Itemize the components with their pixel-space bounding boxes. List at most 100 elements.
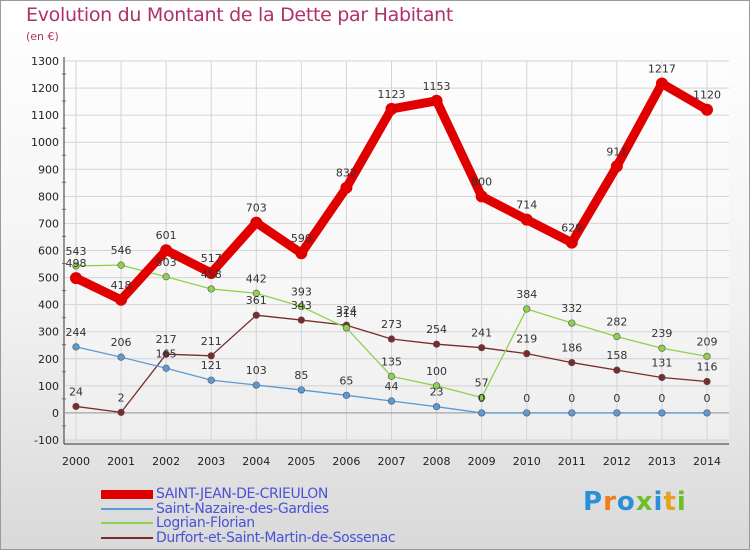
series-0-label-9: 800 — [471, 175, 492, 188]
series-1-point-12 — [613, 409, 621, 417]
series-0-point-11 — [565, 236, 578, 249]
x-tick-label-6: 2006 — [332, 455, 360, 468]
series-2-point-4 — [252, 289, 260, 297]
y-tick-label-10: 900 — [38, 163, 59, 176]
series-0-label-14: 1120 — [693, 89, 721, 102]
y-tick-label-6: 500 — [38, 272, 59, 285]
series-2-label-7: 135 — [381, 355, 402, 368]
series-3-label-11: 186 — [561, 342, 582, 355]
legend-label-0: SAINT-JEAN-DE-CRIEULON — [156, 486, 328, 502]
series-3-label-4: 361 — [246, 294, 267, 307]
logo-letter: r — [603, 487, 617, 517]
x-tick-label-13: 2013 — [648, 455, 676, 468]
series-2-label-9: 57 — [475, 376, 489, 389]
series-3-point-9 — [478, 344, 486, 352]
series-1-label-4: 103 — [246, 364, 267, 377]
series-1-point-0 — [72, 343, 80, 351]
series-0-point-3 — [205, 266, 218, 279]
x-tick-label-5: 2005 — [287, 455, 315, 468]
series-3-point-11 — [568, 358, 576, 367]
x-tick-label-7: 2007 — [378, 455, 406, 468]
series-1-label-10: 0 — [523, 392, 530, 405]
series-1-point-3 — [207, 376, 215, 384]
series-2-point-9 — [478, 393, 486, 402]
series-2-point-10 — [523, 305, 531, 313]
series-0-point-12 — [610, 160, 623, 173]
y-tick-label-7: 600 — [38, 245, 59, 258]
series-1-label-9: 0 — [478, 392, 485, 405]
series-0-point-4 — [250, 216, 263, 229]
series-3-label-6: 324 — [336, 304, 357, 317]
series-1-point-10 — [523, 409, 531, 417]
logo-letter: x — [635, 487, 654, 517]
y-tick-label-11: 1000 — [31, 136, 59, 149]
series-3-point-4 — [252, 311, 260, 319]
x-tick-label-1: 2001 — [107, 455, 135, 468]
series-2-point-1 — [117, 261, 125, 269]
series-1-point-5 — [297, 386, 305, 394]
series-1-label-3: 121 — [201, 359, 222, 372]
series-1-point-11 — [568, 409, 576, 417]
series-2-label-3: 458 — [201, 268, 222, 281]
legend-swatch-2 — [101, 522, 153, 524]
legend-swatch-3 — [101, 536, 153, 539]
series-1-point-2 — [162, 364, 170, 372]
series-0-point-0 — [70, 272, 82, 285]
series-3-label-12: 158 — [606, 349, 627, 362]
series-1-point-1 — [117, 353, 125, 361]
x-tick-label-2: 2002 — [152, 455, 180, 468]
series-2-label-8: 100 — [426, 365, 447, 378]
series-2-label-4: 442 — [246, 272, 267, 285]
series-1-point-7 — [387, 397, 396, 405]
series-3-point-13 — [658, 373, 666, 382]
legend-label-2: Logrian-Florian — [156, 515, 255, 531]
series-3-label-7: 273 — [381, 318, 402, 331]
x-tick-label-9: 2009 — [468, 455, 496, 468]
series-0-point-7 — [385, 102, 398, 115]
series-0-point-5 — [295, 247, 308, 260]
x-tick-label-12: 2012 — [603, 455, 631, 468]
series-0-label-0: 498 — [66, 257, 87, 270]
series-3-label-1: 2 — [118, 391, 125, 404]
x-tick-label-8: 2008 — [423, 455, 451, 468]
legend-label-1: Saint-Nazaire-des-Gardies — [156, 500, 329, 517]
series-0-label-2: 601 — [156, 229, 177, 242]
series-1-label-8: 23 — [430, 386, 444, 399]
series-3-label-13: 131 — [651, 356, 672, 369]
series-1-label-6: 65 — [339, 374, 353, 387]
series-0-label-1: 418 — [111, 279, 132, 292]
series-2-label-5: 393 — [291, 286, 312, 299]
series-1-label-12: 0 — [613, 392, 620, 405]
series-0-label-4: 703 — [246, 202, 267, 215]
y-tick-label-4: 300 — [38, 326, 59, 339]
series-0-point-2 — [160, 244, 173, 257]
x-tick-label-0: 2000 — [62, 455, 90, 468]
series-1-label-2: 165 — [156, 347, 177, 360]
series-3-label-8: 254 — [426, 323, 447, 336]
series-2-label-14: 209 — [697, 335, 718, 348]
series-0-point-8 — [430, 94, 443, 107]
series-2-label-0: 543 — [66, 245, 87, 258]
series-3-label-2: 217 — [156, 333, 177, 346]
series-2-point-2 — [162, 273, 170, 281]
series-3-point-8 — [432, 340, 441, 348]
logo-letter: i — [676, 487, 687, 517]
series-0-label-6: 832 — [336, 167, 357, 180]
x-tick-label-4: 2004 — [242, 455, 270, 468]
series-3-point-10 — [523, 350, 531, 358]
series-1-point-4 — [252, 381, 260, 389]
legend-label-3: Durfort-et-Saint-Martin-de-Sossenac — [156, 529, 396, 546]
series-2-point-0 — [72, 262, 80, 270]
series-1-label-13: 0 — [658, 392, 665, 405]
y-tick-label-12: 1100 — [31, 109, 59, 122]
y-tick-label-3: 200 — [38, 353, 59, 366]
series-3-point-12 — [613, 366, 621, 374]
series-2-point-8 — [432, 382, 441, 390]
series-2-label-11: 332 — [561, 302, 582, 315]
series-3-label-14: 116 — [697, 361, 718, 374]
series-0-point-14 — [701, 103, 713, 116]
proxiti-logo: Proxiti — [583, 487, 687, 517]
series-1-label-14: 0 — [704, 392, 711, 405]
series-0-label-13: 1217 — [648, 62, 676, 75]
